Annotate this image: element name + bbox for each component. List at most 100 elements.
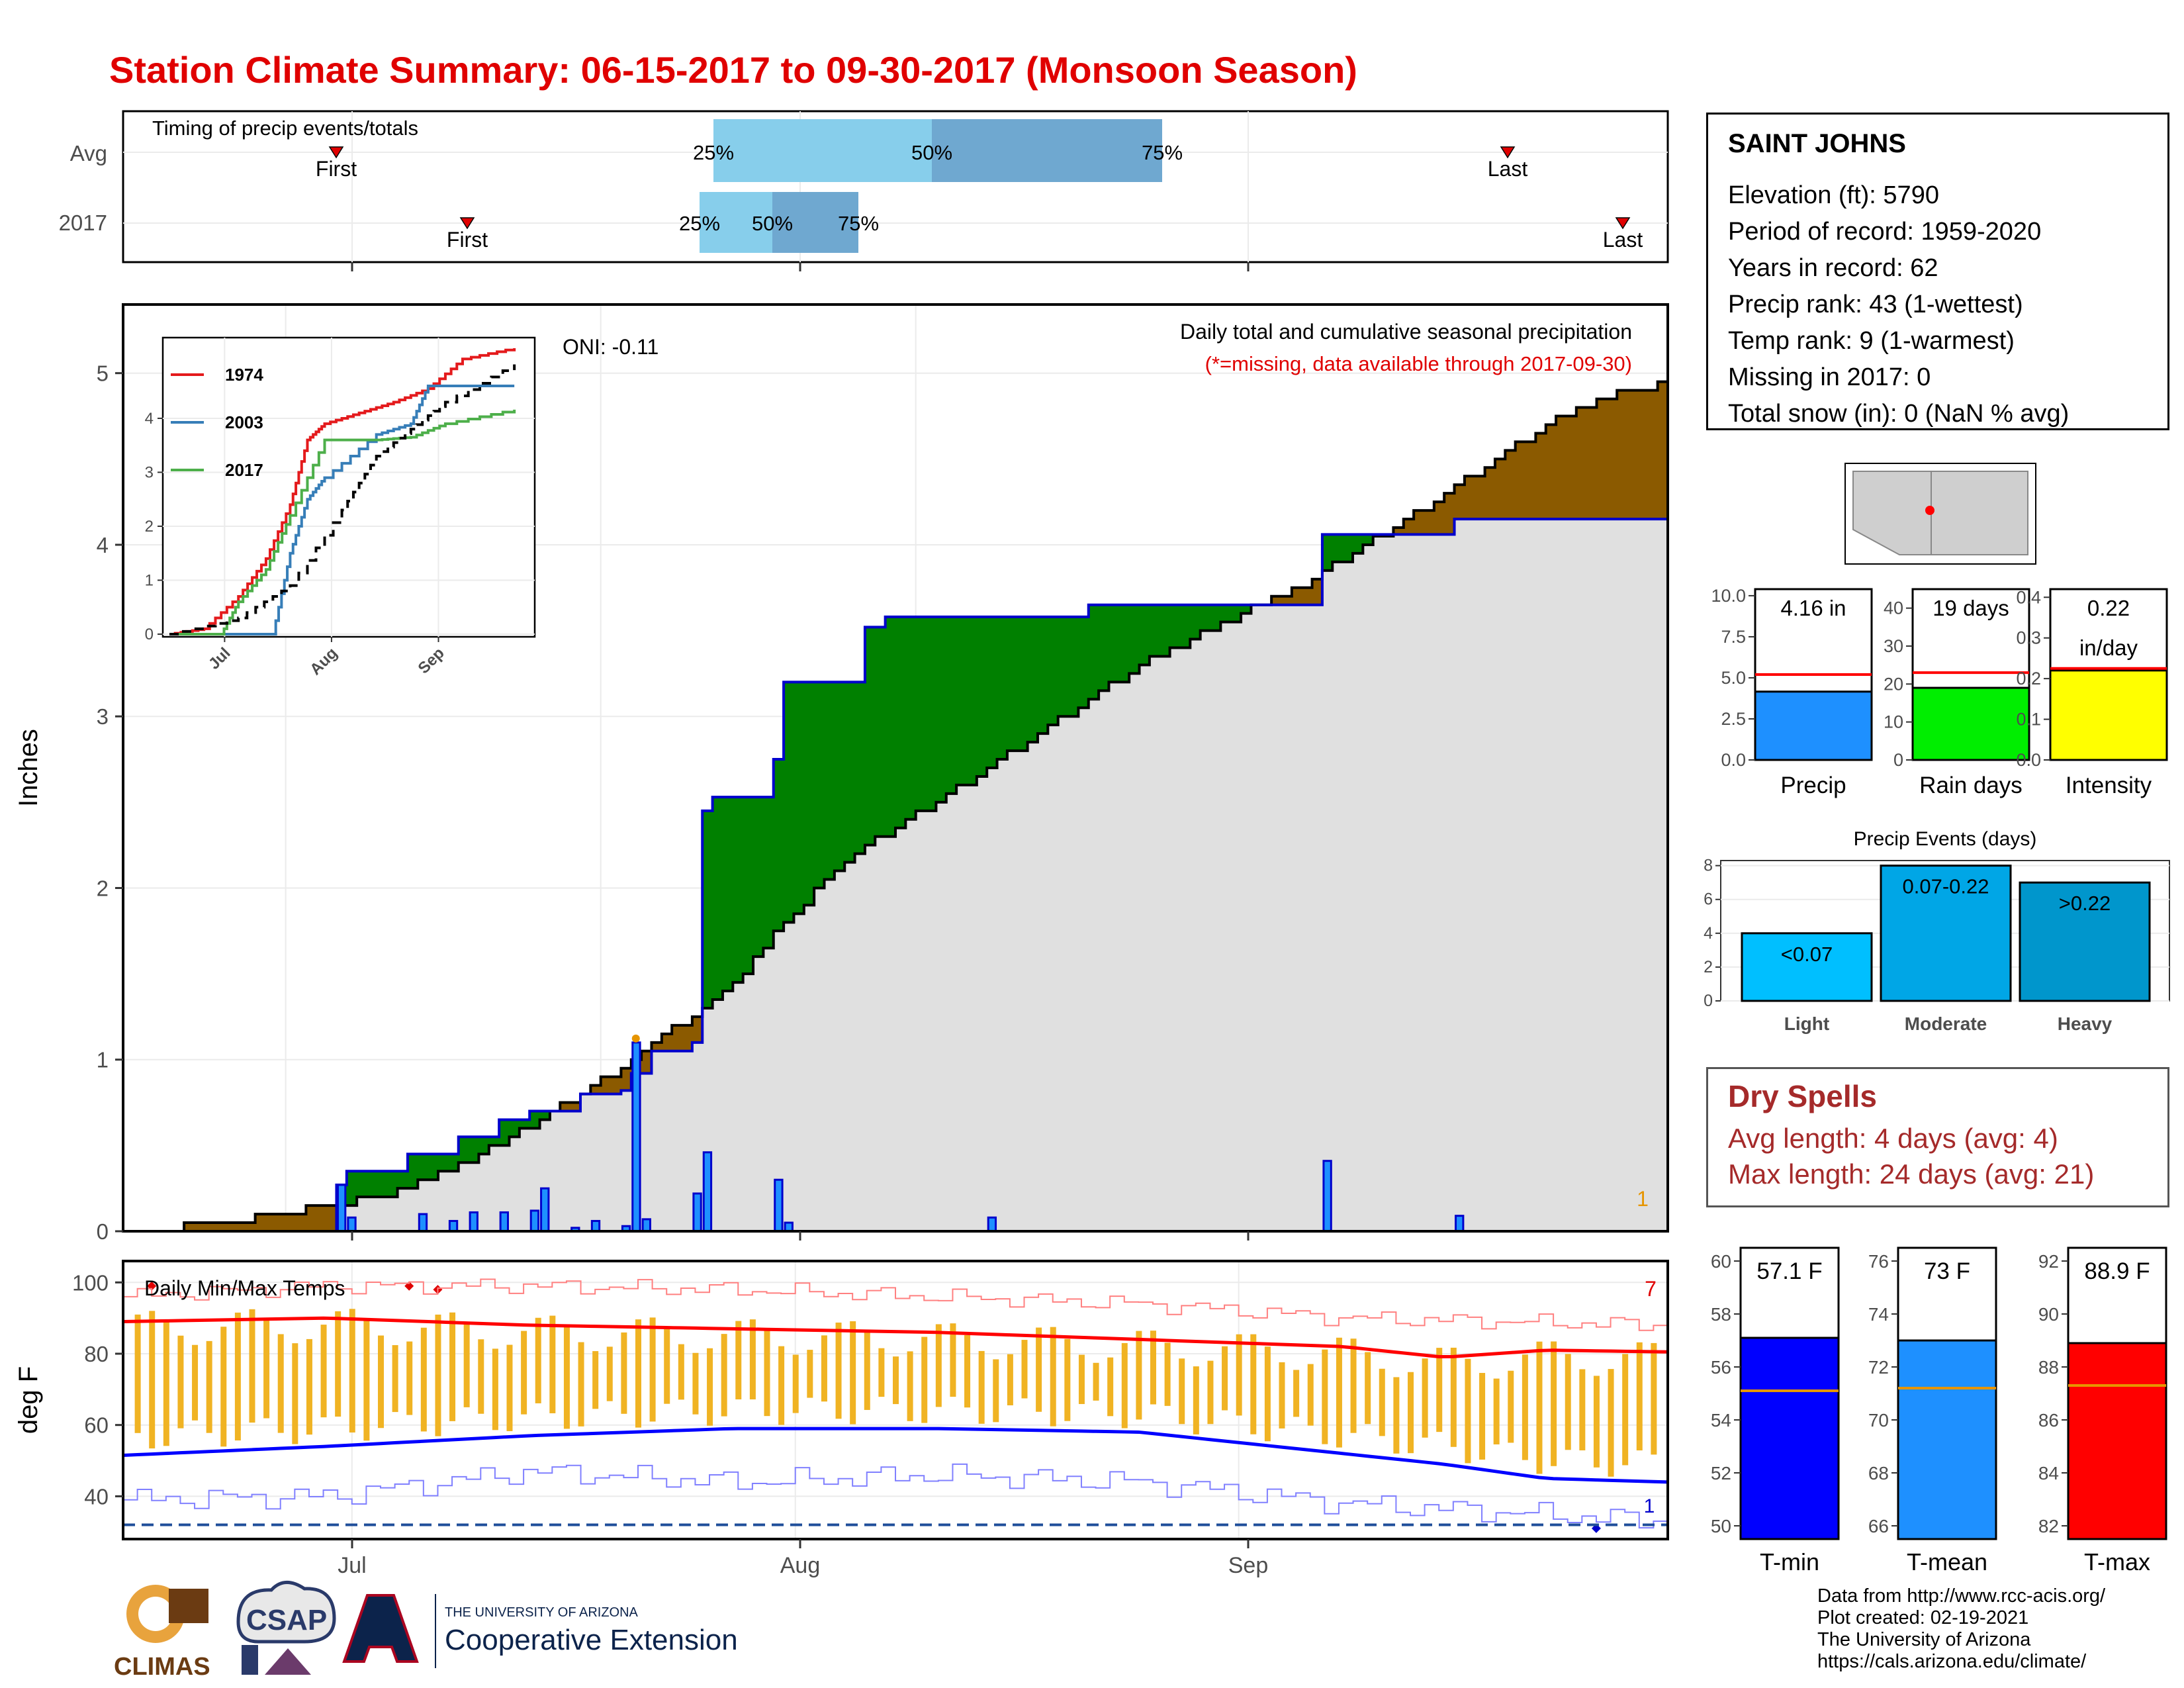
daily-temp-range-bar: [1365, 1352, 1371, 1425]
summary-bar-tick-label: 7.5: [1721, 627, 1746, 647]
station-missing: Missing in 2017: 0: [1728, 363, 1931, 391]
daily-temp-range-bar: [263, 1319, 270, 1419]
timing-avg-first-marker: [328, 146, 344, 159]
summary-bar-tick-label: 2.5: [1721, 709, 1746, 729]
daily-temp-range-bar: [349, 1309, 355, 1433]
summary-bar-tick-label: 10.0: [1711, 586, 1746, 606]
daily-temp-range-bar: [649, 1317, 656, 1422]
daily-temp-range-bar: [521, 1331, 527, 1415]
credits: Data from http://www.rcc-acis.org/ Plot …: [1817, 1585, 2105, 1673]
daily-precip-bar: [987, 1216, 997, 1233]
temp-summary-tick-label: 82: [2038, 1516, 2059, 1536]
daily-temp-range-bar: [964, 1335, 971, 1408]
inset-ytick-label: 1: [145, 571, 154, 589]
daily-temp-range-bar: [950, 1323, 956, 1397]
temp-summary-tick-label: 70: [1868, 1410, 1889, 1430]
daily-temp-range-bar: [249, 1309, 255, 1423]
timing-label: Timing of precip events/totals: [152, 117, 418, 140]
daily-temp-range-bar: [1164, 1342, 1171, 1406]
temp-summary-tick-label: 88: [2038, 1357, 2059, 1378]
daily-temp-range-bar: [1336, 1337, 1342, 1448]
timing-row-2017-label: 2017: [59, 211, 107, 235]
daily-temp-range-bar: [1508, 1370, 1514, 1443]
max-daily-marker: [631, 1034, 640, 1043]
precip-panel-note: (*=missing, data available through 2017-…: [1205, 352, 1632, 375]
temp-ytick-label: 80: [84, 1342, 109, 1366]
summary-bar-tick-label: 0.0: [2016, 750, 2041, 770]
timing-2017-last-marker: [1615, 217, 1631, 230]
daily-precip-bar: [1455, 1215, 1465, 1233]
inset-legend-label: 2017: [225, 460, 263, 480]
events-ytick-label: 0: [1704, 992, 1713, 1010]
precip-events-chart: Precip Events (days) 0 2 4 6 8 <0.07 Light 0.07-…: [1704, 828, 2170, 1034]
daily-temp-range-bar: [277, 1334, 284, 1433]
credit-line-university: The University of Arizona: [1817, 1629, 2031, 1650]
daily-temp-range-bar: [1579, 1369, 1586, 1451]
temp-summary-label: T-max: [2084, 1548, 2150, 1575]
summary-bar-value: 19 days: [1933, 596, 2009, 620]
temp-ytick-label: 60: [84, 1413, 109, 1438]
summary-bar-tick-label: 30: [1884, 636, 1903, 656]
daily-precip-bar: [499, 1211, 509, 1233]
temp-summary-bar-t-min: 50 52 54 56 58 60 57.1 F T-min: [1711, 1246, 1840, 1575]
events-category-label: Light: [1784, 1013, 1829, 1034]
daily-temp-range-bar: [850, 1321, 856, 1425]
summary-bar-fill: [1911, 686, 2030, 761]
temp-summary-tick-label: 74: [1868, 1304, 1889, 1325]
daily-temp-range-bar: [1121, 1342, 1128, 1429]
daily-temp-range-bar: [1193, 1366, 1199, 1434]
summary-bar-tick-label: 5.0: [1721, 668, 1746, 688]
station-snow: Total snow (in): 0 (NaN % avg): [1728, 400, 2070, 428]
summary-bar-rain-days: 0 10 20 30 40 19 days Rain days: [1884, 588, 2030, 798]
record-max-line: [123, 1278, 1668, 1331]
daily-temp-range-bar: [134, 1314, 141, 1433]
daily-temp-range-bar: [1064, 1338, 1071, 1421]
timing-row-avg-label: Avg: [70, 141, 107, 165]
xtick-label: Jul: [338, 1553, 366, 1578]
location-map: [1844, 463, 2036, 565]
logos: CLIMAS CSAP THE UNIVERSITY OF ARIZONA Co…: [114, 1581, 738, 1681]
summary-bar-fill: [2049, 669, 2168, 761]
temp-summary-label: T-min: [1760, 1548, 1819, 1575]
observed-cumulative-line: [123, 517, 1669, 1233]
credit-line-url: https://cals.arizona.edu/climate/: [1817, 1651, 2087, 1672]
map-arizona: [1852, 471, 1932, 555]
daily-temp-range-bar: [807, 1350, 813, 1398]
daily-temp-range-bar: [993, 1359, 999, 1423]
daily-precip-bar: [702, 1151, 713, 1233]
daily-temp-range-bar: [406, 1341, 413, 1415]
temp-summary-tick-label: 52: [1711, 1463, 1731, 1483]
daily-temp-range-bar: [1479, 1373, 1486, 1460]
summary-bar-label: Precip: [1780, 773, 1846, 798]
daily-temp-range-bar: [163, 1320, 169, 1446]
daily-temp-range-bar: [1150, 1331, 1156, 1405]
daily-temp-range-bar: [592, 1351, 599, 1409]
temp-summary-tick-label: 86: [2038, 1410, 2059, 1430]
daily-temp-range-bar: [1250, 1334, 1257, 1434]
timing-2017-first-marker: [459, 217, 475, 230]
daily-temp-range-bar: [306, 1338, 312, 1435]
daily-temp-range-bar: [1293, 1370, 1300, 1417]
station-period: Period of record: 1959-2020: [1728, 218, 2042, 246]
daily-temp-range-bar: [1379, 1368, 1385, 1436]
daily-temp-range-bar: [177, 1335, 184, 1429]
precip-ytick-label: 3: [97, 704, 109, 729]
daily-temp-range-bar: [1465, 1358, 1471, 1464]
climas-logo: CLIMAS: [114, 1585, 210, 1681]
temp-ytick-label: 40: [84, 1484, 109, 1509]
summary-bar-fill: [1754, 690, 1873, 761]
temp-ytick-label: 100: [72, 1270, 109, 1295]
daily-temp-range-bar: [1007, 1354, 1013, 1405]
daily-temp-range-bar: [478, 1339, 484, 1414]
summary-bar-tick-label: 0.1: [2016, 710, 2041, 729]
daily-temp-range-bar: [449, 1312, 456, 1421]
temp-summary-tick-label: 50: [1711, 1516, 1731, 1536]
daily-temp-range-bar: [606, 1346, 613, 1401]
timing-2017-q2-bar: [772, 192, 858, 253]
daily-temp-range-bar: [935, 1324, 942, 1407]
csap-logo-text: CSAP: [246, 1604, 327, 1636]
daily-precip-bar: [1322, 1160, 1332, 1233]
oni-value: ONI: -0.11: [563, 335, 659, 359]
summary-bar-tick-label: 0.3: [2016, 628, 2041, 648]
